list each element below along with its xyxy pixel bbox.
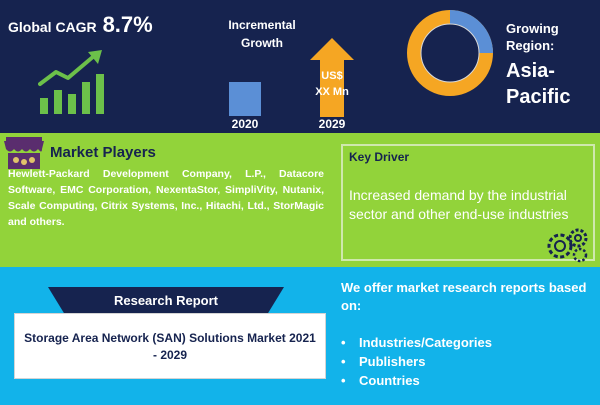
report-title: Storage Area Network (SAN) Solutions Mar… [24, 331, 316, 362]
bar-2029-value: US$ XX Mn [315, 70, 349, 98]
shop-awning-icon [4, 137, 44, 169]
cagr-label-text: Global CAGR [8, 19, 97, 35]
market-players-title: Market Players [50, 144, 156, 161]
cagr-label: Global CAGR 8.7% [8, 12, 153, 38]
offer-title: We offer market research reports based o… [341, 280, 587, 313]
market-players-text: Hewlett-Packard Development Company, L.P… [8, 168, 324, 228]
region-donut [407, 10, 493, 96]
cagr-value: 8.7% [102, 12, 153, 37]
year-2029-label: 2029 [318, 117, 346, 131]
bar-2020 [229, 82, 261, 116]
report-title-box [14, 313, 326, 379]
growing-region-value: Asia- Pacific [506, 60, 571, 108]
list-item: • Industries/Categories [341, 335, 492, 350]
offer-list: • Industries/Categories • Publishers • Coun… [341, 333, 492, 390]
gears-icon [547, 228, 588, 263]
key-driver-title: Key Driver [349, 150, 410, 164]
key-driver-box [341, 144, 595, 261]
growing-region-label: Growing Region: [506, 21, 559, 53]
list-item: • Countries [341, 373, 420, 388]
list-item: • Publishers [341, 354, 426, 369]
key-driver-text: Increased demand by the industrial secto… [349, 187, 569, 222]
incremental-growth-title: Incremental Growth [228, 18, 296, 50]
year-2020-label: 2020 [231, 117, 259, 131]
growth-chart-icon [38, 50, 104, 114]
research-report-label: Research Report [113, 293, 219, 308]
bar-2029-arrow [310, 38, 354, 117]
research-report-banner [48, 287, 284, 314]
middle-band [0, 133, 600, 267]
